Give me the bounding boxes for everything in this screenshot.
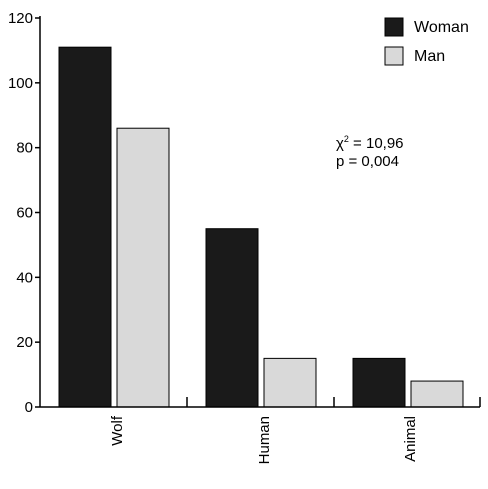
- y-tick-label: 40: [16, 269, 33, 286]
- bar-animal-woman: [352, 357, 406, 408]
- legend-swatch-man: [384, 46, 404, 66]
- legend-label-man: Man: [414, 48, 445, 65]
- bar-wolf-woman: [58, 46, 112, 408]
- y-tick-label: 80: [16, 140, 33, 157]
- y-tick-label: 60: [16, 205, 33, 222]
- bar-wolf-man: [116, 127, 170, 408]
- chi-square-annotation: χ2 = 10,96: [336, 134, 404, 152]
- y-tick-label: 120: [8, 10, 33, 27]
- x-category-label: Animal: [402, 416, 419, 462]
- p-value-annotation: p = 0,004: [336, 153, 399, 170]
- y-tick-label: 20: [16, 334, 33, 351]
- y-tick-label: 0: [25, 399, 33, 416]
- x-category-label: Human: [256, 416, 273, 464]
- x-axis-labels: Wolf Human Animal: [109, 415, 419, 464]
- legend: Woman Man: [384, 17, 469, 66]
- x-axis-ticks: [186, 397, 481, 407]
- bar-human-woman: [205, 228, 259, 408]
- bar-animal-man: [410, 380, 464, 408]
- y-axis-ticks: 0 20 40 60 80 100 120: [8, 10, 40, 416]
- y-tick-label: 100: [8, 75, 33, 92]
- legend-swatch-woman: [384, 17, 404, 37]
- bars: [58, 46, 464, 408]
- x-category-label: Wolf: [109, 415, 126, 446]
- legend-label-woman: Woman: [414, 19, 469, 36]
- bar-human-man: [263, 357, 317, 408]
